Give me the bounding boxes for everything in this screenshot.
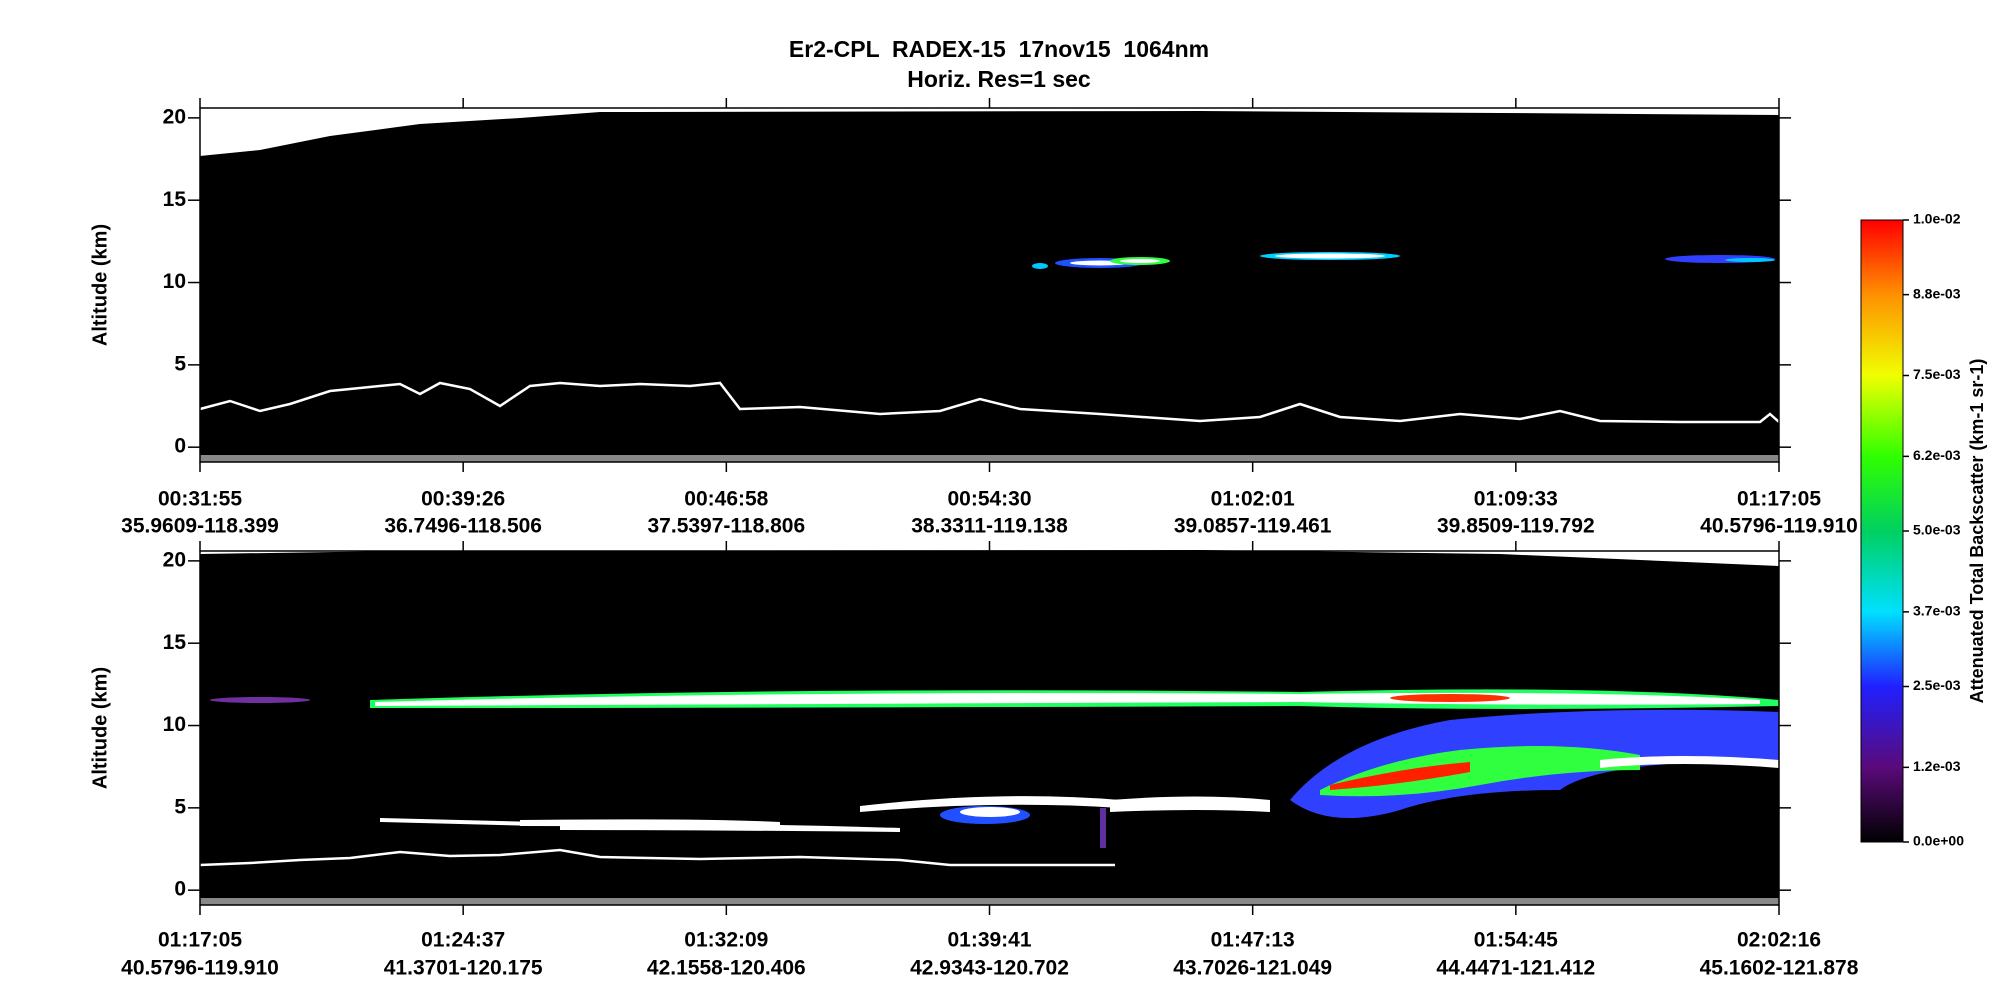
x-location-label: 42.9343-120.702 <box>910 957 1069 980</box>
x-tick-label: 01:47:13 <box>1211 929 1295 952</box>
x-location-label: 44.4471-121.412 <box>1436 957 1595 980</box>
x-tick-label: 01:17:05 <box>1737 488 1821 511</box>
x-tick-label: 01:09:33 <box>1474 488 1558 511</box>
x-location-label: 36.7496-118.506 <box>384 515 542 538</box>
x-tick-label: 01:02:01 <box>1211 488 1295 511</box>
curtain-bottom <box>199 550 1779 905</box>
colorbar-tick-label: 3.7e-03 <box>1913 603 1961 619</box>
x-tick-label: 02:02:16 <box>1737 929 1821 952</box>
x-tick-label: 01:32:09 <box>684 929 768 952</box>
x-tick-label: 01:54:45 <box>1474 929 1558 952</box>
title: Er2-CPL RADEX-15 17nov15 1064nm <box>789 36 1209 62</box>
curtain-top <box>199 108 1780 462</box>
x-location-label: 45.1602-121.878 <box>1700 957 1859 980</box>
x-tick-label: 00:46:58 <box>684 488 768 511</box>
y-tick-label: 20 <box>163 548 186 571</box>
colorbar <box>1860 219 1904 843</box>
x-location-label: 39.0857-119.461 <box>1174 515 1332 538</box>
y-tick-label: 0 <box>174 878 186 901</box>
x-tick-label: 01:17:05 <box>158 929 242 952</box>
y-tick-label: 15 <box>163 631 187 654</box>
x-location-label: 40.5796-119.910 <box>1700 515 1858 538</box>
y-axis-label: Altitude (km) <box>89 667 111 789</box>
y-tick-label: 5 <box>174 352 186 375</box>
x-location-label: 43.7026-121.049 <box>1173 957 1332 980</box>
x-tick-label: 00:54:30 <box>947 488 1031 511</box>
x-tick-label: 00:39:26 <box>421 488 505 511</box>
y-axis-label: Altitude (km) <box>89 224 111 346</box>
x-location-label: 35.9609-118.399 <box>121 515 279 538</box>
x-tick-label: 01:39:41 <box>947 929 1031 952</box>
y-tick-label: 15 <box>163 188 187 211</box>
x-location-label: 40.5796-119.910 <box>121 957 279 980</box>
y-tick-label: 10 <box>163 270 186 293</box>
x-location-label: 41.3701-120.175 <box>384 957 543 980</box>
x-location-label: 37.5397-118.806 <box>648 515 806 538</box>
colorbar-label: Attenuated Total Backscatter (km-1 sr-1) <box>1967 359 1987 704</box>
x-location-label: 38.3311-119.138 <box>911 515 1068 538</box>
colorbar-tick-label: 8.8e-03 <box>1913 285 1961 301</box>
y-tick-label: 10 <box>163 713 186 736</box>
colorbar-tick-label: 1.0e-02 <box>1913 211 1961 227</box>
colorbar-tick-label: 7.5e-03 <box>1913 366 1961 382</box>
colorbar-tick-label: 5.0e-03 <box>1913 522 1961 538</box>
colorbar-tick-label: 1.2e-03 <box>1913 758 1961 774</box>
subtitle: Horiz. Res=1 sec <box>907 66 1091 92</box>
x-location-label: 42.1558-120.406 <box>647 957 806 980</box>
colorbar-tick-label: 0.0e+00 <box>1913 833 1964 849</box>
y-tick-label: 20 <box>163 105 186 128</box>
colorbar-tick-label: 2.5e-03 <box>1913 677 1961 693</box>
y-tick-label: 0 <box>174 435 186 458</box>
y-tick-label: 5 <box>174 795 186 818</box>
colorbar-tick-label: 6.2e-03 <box>1913 447 1961 463</box>
x-location-label: 39.8509-119.792 <box>1437 515 1595 538</box>
x-tick-label: 01:24:37 <box>421 929 505 952</box>
x-tick-label: 00:31:55 <box>158 488 242 511</box>
